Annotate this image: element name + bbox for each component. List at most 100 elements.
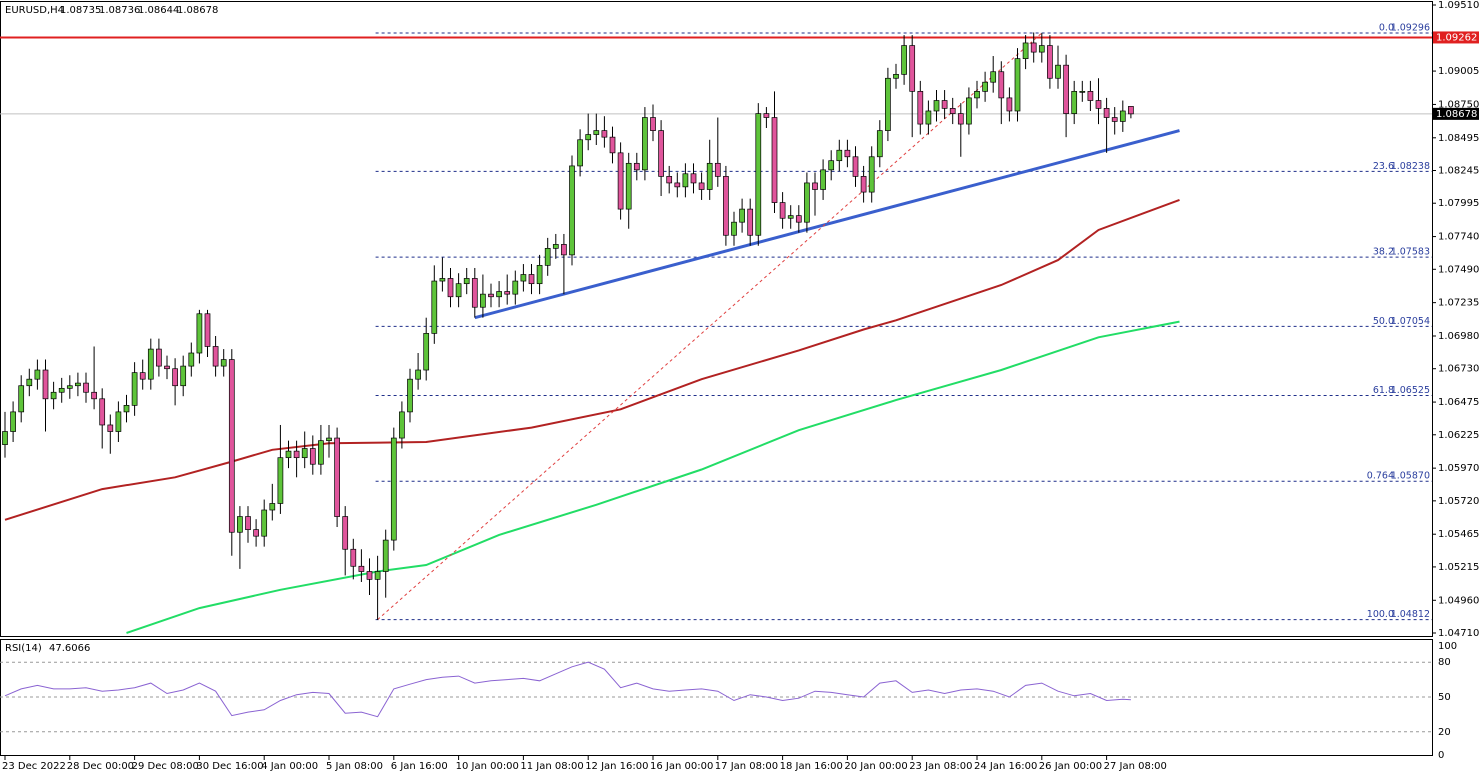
candle-body	[731, 221, 737, 236]
candle-body	[1014, 58, 1021, 112]
y-tick-label: 1.07740	[1438, 232, 1479, 243]
candle-body	[544, 248, 551, 266]
candle-body	[933, 100, 940, 112]
candle-body	[876, 130, 883, 158]
candle-body	[1071, 91, 1078, 114]
candle-body	[156, 348, 162, 367]
x-tick-label: 30 Dec 16:00	[196, 761, 263, 772]
candle-body	[698, 182, 705, 190]
candle-body	[998, 71, 1005, 99]
fib-value: 1.06525	[1391, 385, 1430, 396]
candle-body	[285, 450, 292, 459]
candle-body	[974, 91, 980, 99]
fib-level: 0.0	[1379, 23, 1394, 34]
candle-body	[885, 77, 891, 131]
fib-level: 38.2	[1373, 247, 1394, 258]
candle-body	[982, 81, 988, 92]
candle-body	[293, 450, 300, 459]
y-tick-label: 1.06475	[1438, 397, 1479, 408]
candle-body	[147, 348, 154, 380]
y-tick-label: 1.05970	[1438, 463, 1479, 474]
x-tick-label: 17 Jan 08:00	[715, 761, 778, 772]
candle-body	[131, 372, 138, 406]
y-tick-label: 1.05215	[1438, 562, 1479, 573]
rsi-tick-label: 50	[1438, 692, 1451, 703]
candle-body	[1111, 117, 1118, 122]
x-tick-label: 6 Jan 16:00	[391, 761, 448, 772]
candle-body	[496, 291, 502, 298]
candle-body	[261, 509, 268, 537]
candle-body	[601, 130, 608, 138]
x-tick-label: 4 Jan 00:00	[261, 761, 318, 772]
candle-body	[633, 162, 640, 171]
fib-level: 50.0	[1373, 316, 1394, 327]
candle-body	[75, 382, 81, 387]
y-tick-label: 1.06980	[1438, 331, 1479, 342]
x-tick-label: 12 Jan 16:00	[585, 761, 648, 772]
line	[377, 32, 1043, 620]
candle-body	[1022, 42, 1029, 59]
y-tick-label: 1.07995	[1438, 198, 1479, 209]
candle-body	[237, 516, 243, 533]
candle-body	[423, 333, 430, 371]
candle-body	[115, 411, 122, 432]
candle-body	[10, 411, 16, 432]
price-tag-label: 1.08678	[1436, 109, 1477, 120]
candle-body	[1047, 45, 1053, 79]
fib-level: 23.6	[1373, 161, 1394, 172]
candle-body	[188, 352, 195, 367]
candle-body	[625, 162, 632, 210]
y-tick-label: 1.04960	[1438, 595, 1479, 606]
candle-body	[99, 398, 106, 426]
x-tick-label: 28 Dec 00:00	[67, 761, 134, 772]
ohlc-low: 1.08644	[138, 5, 179, 16]
candle-body	[1087, 91, 1094, 101]
candle-body	[245, 516, 251, 530]
candle-body	[439, 278, 446, 282]
symbol: EURUSD,H4	[5, 5, 64, 16]
candle-body	[917, 91, 924, 125]
fib-level: 100.0	[1367, 609, 1394, 620]
ohlc-open: 1.08735	[60, 5, 101, 16]
candle-body	[204, 313, 211, 347]
candle-body	[949, 108, 956, 114]
candle-body	[723, 176, 729, 236]
x-tick-label: 18 Jan 16:00	[780, 761, 843, 772]
candle-body	[941, 100, 948, 109]
candle-body	[787, 215, 794, 219]
candle-body	[1038, 45, 1045, 53]
candle-body	[552, 244, 559, 249]
candle-body	[228, 359, 235, 533]
candle-body	[366, 571, 373, 580]
rsi-tick-label: 100	[1438, 641, 1457, 652]
candle-body	[123, 404, 130, 413]
candle-body	[520, 274, 527, 282]
candle-body	[966, 97, 972, 125]
y-tick-label: 1.09510	[1438, 0, 1479, 11]
y-tick-label: 1.05720	[1438, 496, 1479, 507]
line	[474, 129, 1180, 320]
candle-body	[852, 156, 859, 177]
candle-body	[812, 182, 818, 190]
rsi-tick-label: 20	[1438, 727, 1451, 738]
fib-value: 1.05870	[1391, 471, 1430, 482]
candle-body	[957, 113, 964, 125]
candle-body	[455, 283, 462, 298]
x-tick-label: 10 Jan 00:00	[456, 761, 519, 772]
x-tick-label: 11 Jan 08:00	[520, 761, 583, 772]
candle-body	[390, 437, 397, 541]
candle-body	[83, 382, 89, 393]
fib-level: 61.8	[1373, 385, 1394, 396]
x-tick-label: 23 Dec 2022	[2, 761, 66, 772]
candle-body	[747, 208, 754, 236]
x-tick-label: 20 Jan 00:00	[844, 761, 907, 772]
fib-value: 1.08238	[1391, 161, 1430, 172]
y-tick-label: 1.06225	[1438, 430, 1479, 441]
y-tick-label: 1.08495	[1438, 133, 1479, 144]
candle-body	[820, 169, 826, 190]
fib-level: 0.764	[1367, 471, 1394, 482]
candle-body	[253, 529, 259, 537]
ohlc-close: 1.08678	[177, 5, 218, 16]
line	[126, 320, 1180, 634]
